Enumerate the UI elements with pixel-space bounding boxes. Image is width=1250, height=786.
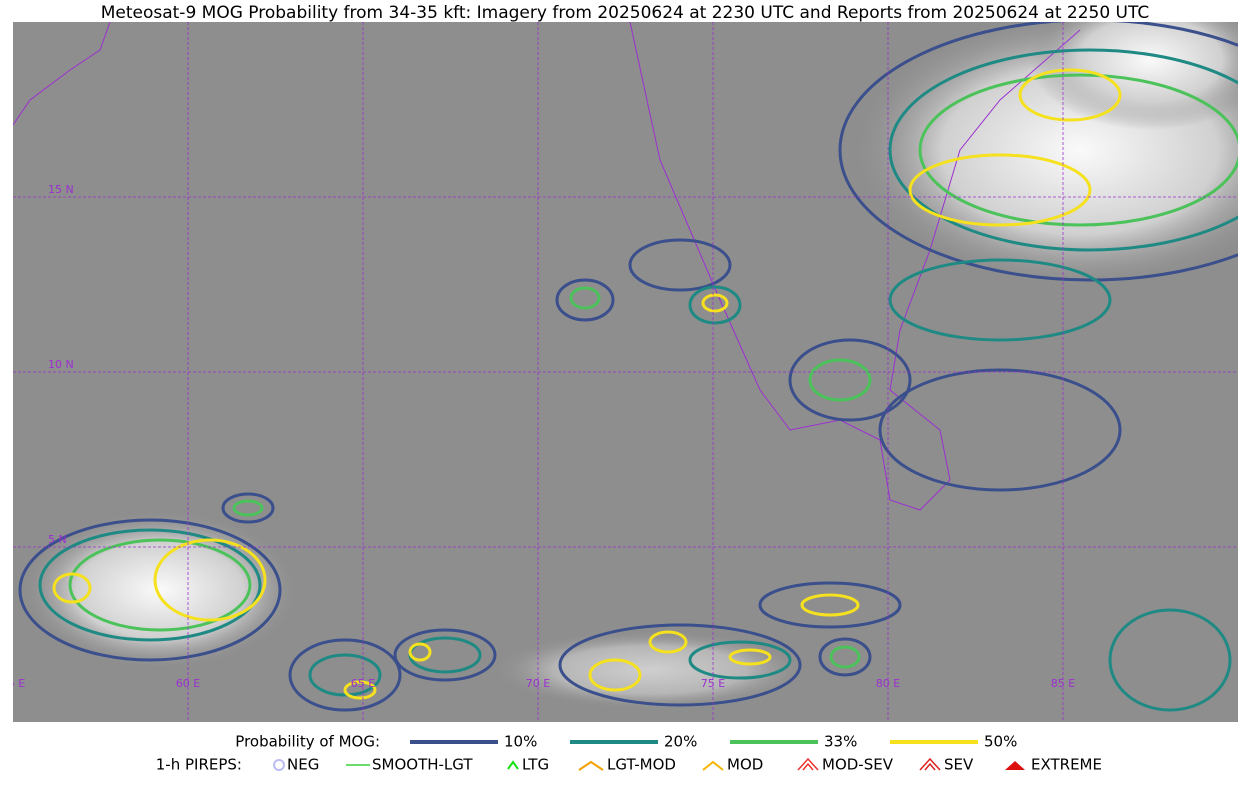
contour: [1018, 68, 1122, 122]
contour: [878, 368, 1122, 492]
lat-label: 15 N: [48, 183, 74, 196]
contour: [343, 680, 377, 700]
lon-label: 55 E: [1, 677, 25, 690]
contour: [1108, 608, 1232, 712]
map: 15 N 10 N 5 N 55 E 60 E 65 E 70 E 75 E 80 E 85 E: [1, 22, 1238, 722]
pirep-label: MOD-SEV: [822, 756, 894, 774]
pirep-icon: [1005, 761, 1025, 770]
contour: [38, 528, 262, 642]
contour: [728, 648, 772, 666]
lon-label: 60 E: [176, 677, 200, 690]
legend-label: 20%: [664, 733, 697, 751]
pirep-label: SEV: [944, 756, 974, 774]
legend: Probability of MOG: 10% 20% 33% 50% 1-h PIREP…: [156, 733, 1102, 774]
pirep-icon: [273, 759, 285, 771]
contour: [393, 628, 497, 682]
lat-label: 10 N: [48, 358, 74, 371]
contour: [758, 581, 902, 629]
contour: [52, 572, 92, 604]
contour: [688, 640, 792, 680]
pirep-label: EXTREME: [1031, 756, 1102, 774]
lon-label: 80 E: [876, 677, 900, 690]
contours: [18, 22, 1238, 712]
contour: [232, 499, 264, 517]
contour: [688, 285, 742, 325]
contour: [908, 153, 1092, 227]
contour: [288, 638, 402, 712]
legend-title: Probability of MOG:: [235, 733, 380, 751]
lat-label: 5 N: [48, 533, 67, 546]
contour: [628, 238, 732, 292]
contour: [818, 637, 872, 677]
pirep-icon: [797, 757, 819, 771]
contour: [408, 642, 432, 662]
contour: [838, 22, 1238, 282]
pirep-label: SMOOTH-LGT: [372, 756, 473, 774]
contour: [558, 623, 802, 707]
legend-label: 50%: [984, 733, 1017, 751]
contour: [888, 48, 1238, 252]
lon-label: 75 E: [701, 677, 725, 690]
legend-title: 1-h PIREPS:: [156, 756, 242, 774]
contour: [18, 518, 282, 662]
contour: [68, 538, 252, 632]
lon-label: 85 E: [1051, 677, 1075, 690]
pirep-icon: [578, 760, 604, 771]
contour: [588, 658, 642, 692]
title: Meteosat-9 MOG Probability from 34-35 kf…: [101, 3, 1150, 23]
contour: [555, 278, 615, 322]
lon-label: 65 E: [351, 677, 375, 690]
pirep-label: LTG: [522, 756, 549, 774]
contour: [221, 492, 275, 524]
pirep-icon: [919, 757, 941, 771]
contour: [888, 258, 1112, 342]
coastline: [13, 22, 111, 126]
contour: [918, 73, 1238, 227]
pirep-label: LGT-MOD: [607, 756, 676, 774]
contour: [648, 630, 688, 654]
contour: [701, 293, 729, 313]
pirep-label: NEG: [287, 756, 319, 774]
grid: 15 N 10 N 5 N 55 E 60 E 65 E 70 E 75 E 80 E 85 E: [1, 22, 1238, 722]
contour: [788, 338, 912, 422]
pirep-icon: [702, 760, 724, 771]
lon-label: 70 E: [526, 677, 550, 690]
contour: [800, 593, 860, 617]
pirep-icon: [507, 760, 519, 770]
legend-label: 10%: [504, 733, 537, 751]
contour: [308, 653, 382, 697]
contour: [808, 358, 872, 402]
contour: [153, 538, 267, 622]
legend-label: 33%: [824, 733, 857, 751]
contour: [829, 645, 861, 669]
pirep-label: MOD: [727, 756, 763, 774]
contour: [569, 286, 601, 310]
